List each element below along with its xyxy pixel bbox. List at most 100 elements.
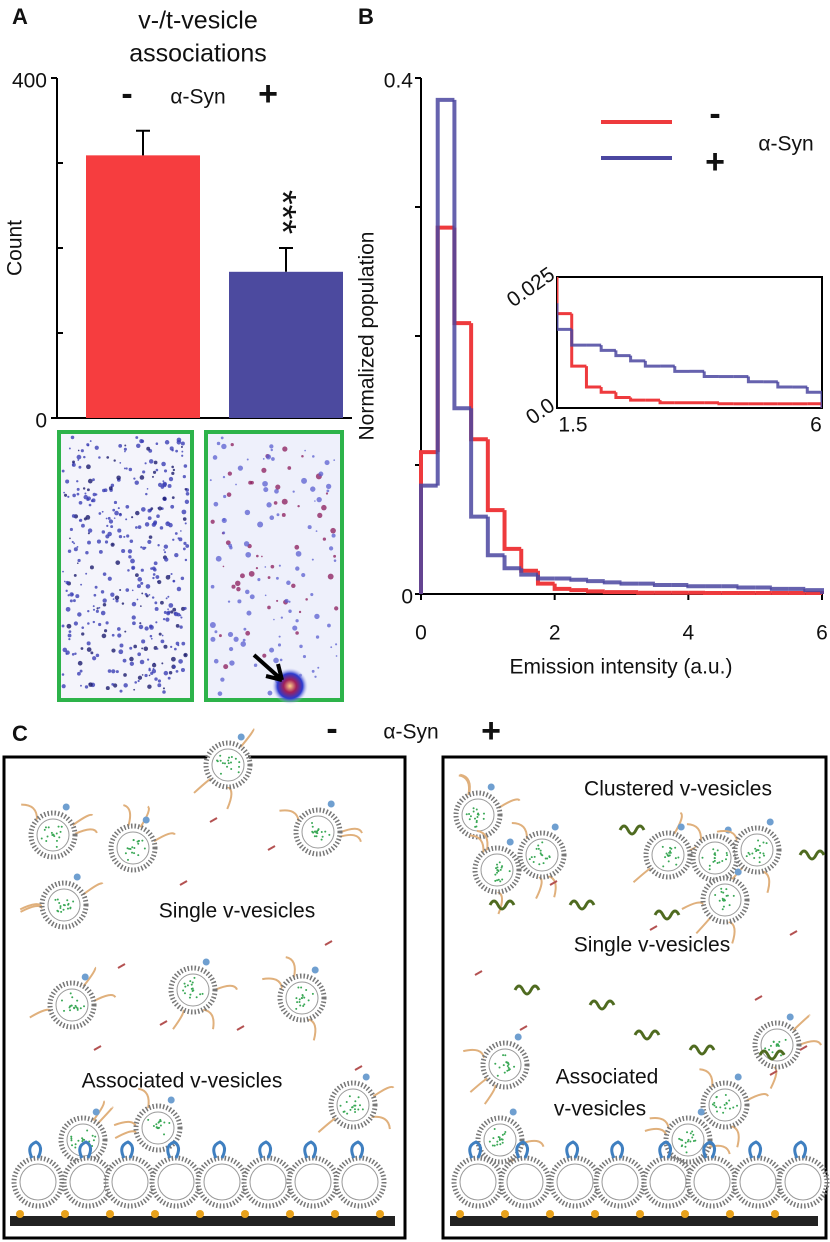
cargo: [346, 1112, 349, 1115]
cargo: [324, 830, 327, 833]
dot: [265, 454, 272, 460]
dot: [270, 564, 275, 569]
dot: [269, 444, 274, 449]
dot: [147, 539, 152, 545]
dot: [333, 459, 336, 461]
histogram-step: [528, 0, 543, 67]
synuclein-fragment: [209, 817, 218, 823]
dot: [157, 679, 161, 683]
synuclein-fragment: [799, 1045, 808, 1051]
dot: [135, 510, 140, 516]
dot: [281, 512, 286, 517]
dot: [77, 459, 80, 461]
lipid-inner: [249, 1163, 287, 1201]
snare-head: [167, 1096, 175, 1104]
dot: [61, 624, 65, 628]
tsnare: [565, 1140, 580, 1159]
snare: [761, 870, 771, 894]
error-bar: [279, 247, 293, 272]
biotin: [331, 1210, 339, 1218]
dot: [280, 616, 283, 619]
dot: [278, 635, 281, 638]
condition-sign: -: [326, 710, 337, 748]
cargo: [58, 901, 61, 904]
dot: [87, 532, 90, 535]
dot: [133, 477, 136, 480]
cargo: [316, 832, 319, 835]
legend-entry: +: [705, 143, 725, 181]
cargo: [544, 857, 547, 860]
cargo: [501, 865, 504, 868]
snare: [138, 1087, 150, 1109]
cargo: [66, 907, 69, 910]
dot: [118, 534, 123, 539]
dot: [115, 670, 119, 674]
cargo: [43, 828, 46, 831]
cargo: [680, 1145, 683, 1148]
dot: [150, 671, 154, 675]
cargo: [675, 863, 678, 866]
dot: [220, 677, 225, 682]
dot: [69, 537, 71, 540]
histogram-step: [746, 376, 764, 384]
dot: [127, 569, 130, 572]
dot: [175, 641, 180, 646]
dot: [140, 546, 143, 549]
dot: [167, 595, 170, 598]
cargo: [234, 757, 237, 760]
dot: [83, 494, 88, 500]
dot: [113, 683, 118, 688]
snare: [632, 867, 652, 884]
condition-label: α-Syn: [383, 721, 438, 744]
cargo: [183, 982, 186, 985]
snare: [226, 786, 233, 810]
cargo: [498, 1136, 501, 1139]
histogram-step: [469, 408, 488, 519]
dot: [171, 449, 174, 452]
dot: [299, 644, 303, 649]
cargo: [55, 845, 58, 848]
dot: [141, 507, 146, 512]
dot: [148, 668, 151, 672]
cargo: [506, 1069, 509, 1072]
cargo: [758, 856, 761, 859]
cargo: [662, 865, 665, 868]
dot: [125, 588, 130, 592]
synuclein-fragment: [179, 880, 188, 886]
snare: [307, 1018, 317, 1041]
cargo: [66, 899, 69, 902]
cargo: [692, 1133, 695, 1136]
cargo: [59, 905, 62, 908]
legend-entry: -: [709, 95, 720, 133]
dot: [107, 669, 112, 673]
histogram-step: [513, 0, 528, 94]
cargo: [58, 836, 61, 839]
synuclein-oligomer: [653, 909, 681, 921]
dot: [171, 496, 175, 500]
cargo: [129, 848, 132, 851]
tsnare: [166, 1140, 181, 1159]
dot: [65, 580, 70, 585]
dot: [106, 456, 110, 459]
dot: [95, 609, 99, 613]
dot: [144, 673, 148, 678]
dot: [226, 492, 232, 497]
dot: [172, 607, 177, 612]
dot: [229, 660, 235, 666]
cargo: [684, 1145, 687, 1148]
cargo: [721, 859, 724, 862]
synuclein-oligomer: [588, 999, 616, 1011]
lipid-inner: [336, 1088, 370, 1122]
dot: [135, 573, 139, 578]
dot: [231, 584, 236, 589]
synuclein-fragment: [519, 1025, 528, 1031]
dot: [213, 658, 219, 664]
legend-title: α-Syn: [758, 133, 813, 156]
cargo: [321, 835, 324, 838]
lipid-inner: [459, 1163, 497, 1201]
dot: [140, 581, 144, 585]
dot: [108, 486, 113, 491]
dot: [119, 588, 122, 591]
dot: [311, 669, 315, 673]
cargo: [765, 842, 768, 845]
